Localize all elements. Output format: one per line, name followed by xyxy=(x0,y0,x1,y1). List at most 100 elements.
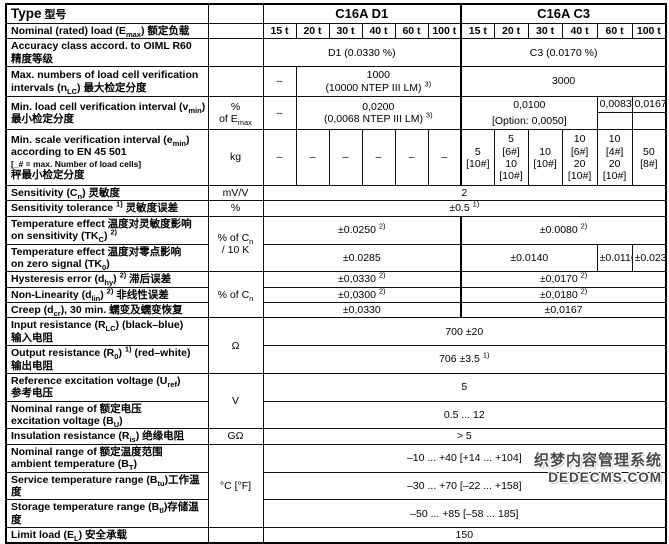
nlc-label: Max. numbers of load cell verification in… xyxy=(5,66,209,98)
load-header-c3-30t: 30 t xyxy=(527,22,563,40)
nlc-d1-value: 1000 (10000 NTEP III LM) 3) xyxy=(295,66,462,98)
vmin-unit: % of Emax xyxy=(207,96,264,131)
vmin-c3-60t-value: 0,0083 xyxy=(596,96,633,114)
row-sensitivity-tolerance: Sensitivity tolerance 1) 灵敏度误差 % ±0.5 1) xyxy=(5,200,667,217)
non-linearity-d1-value: ±0,0300 2) xyxy=(262,286,462,304)
nlc-c3-value: 3000 xyxy=(460,66,667,98)
voltage-unit: V xyxy=(207,372,264,430)
cn-unit: % of Cn xyxy=(207,271,264,319)
row-type: Type 型号 C16A D1 C16A C3 xyxy=(5,3,667,24)
load-header-c3-40t: 40 t xyxy=(561,22,598,40)
vmin-label: Min. load cell verification interval (vm… xyxy=(5,96,209,131)
btu-label: Service temperature range (Btu)工作温度 xyxy=(5,471,209,501)
section-header-d1: C16A D1 xyxy=(262,3,462,24)
sensitivity-tolerance-value: ±0.5 1) xyxy=(262,200,667,217)
insulation-value: > 5 xyxy=(262,428,667,445)
tk0-d1-value: ±0.0285 xyxy=(262,243,462,273)
btl-label: Storage temperature range (Btl)存储温度 xyxy=(5,499,209,529)
bt-label: Nominal range of 额定温度范围 ambient temperatu… xyxy=(5,443,209,473)
insulation-label: Insulation resistance (Ris) 绝缘电阻 xyxy=(5,428,209,445)
type-label: Type 型号 xyxy=(5,3,209,24)
temperature-unit: °C [°F] xyxy=(207,443,264,529)
vmin-c3-main-value: 0,0100 xyxy=(460,96,598,113)
tk0-c3-60t-value: ±0.0116 xyxy=(596,243,633,273)
type-label-en: Type xyxy=(11,6,42,21)
emin-label: Min. scale verification interval (emin) a… xyxy=(5,129,209,187)
sensitivity-label: Sensitivity (Cn) 灵敏度 xyxy=(5,185,209,202)
non-linearity-c3-value: ±0,0180 2) xyxy=(460,286,667,304)
resistance-unit: Ω xyxy=(207,317,264,374)
emin-label-cn: 秤最小检定分度 xyxy=(11,168,85,181)
emin-label-note: [_# = max. Number of load cells] xyxy=(11,158,142,169)
row-vmin: Min. load cell verification interval (vm… xyxy=(5,96,667,131)
row-uref: Reference excitation voltage (Uref) 参考电压 … xyxy=(5,372,667,430)
tk0-c3-main-value: ±0.0140 xyxy=(460,243,598,273)
vmin-d1-15t-value: – xyxy=(262,96,297,131)
row-tk0: Temperature effect 温度对零点影响 on zero signal… xyxy=(5,243,667,273)
row-sensitivity: Sensitivity (Cn) 灵敏度 mV/V 2 xyxy=(5,185,667,202)
emin-d1-value: – xyxy=(394,129,429,187)
nlc-d1-15t-value: – xyxy=(262,66,297,98)
type-label-cn: 型号 xyxy=(44,9,67,21)
vmin-c3-100t-empty xyxy=(631,112,667,131)
row-btl: Storage temperature range (Btl)存储温度 –50 … xyxy=(5,499,667,529)
load-header-d1-60t: 60 t xyxy=(394,22,429,40)
emin-unit: kg xyxy=(207,129,264,187)
tkc-label: Temperature effect 温度对灵敏度影响 on sensitivit… xyxy=(5,215,209,245)
row-creep: Creep (dcr), 30 min. 蠕变及蠕变恢复 ±0,0330 ±0,… xyxy=(5,302,667,319)
hysteresis-label: Hysteresis error (dhy) 2) 滞后误差 xyxy=(5,271,209,288)
non-linearity-label: Non-Linearity (dlin) 2) 非线性误差 xyxy=(5,286,209,304)
row-limit-load: Limit load (EL) 安全承载 150 xyxy=(5,527,667,544)
bt-value: –10 ... +40 [+14 ... +104] xyxy=(262,443,667,473)
emin-d1-value: – xyxy=(328,129,363,187)
input-resistance-value: 700 ±20 xyxy=(262,317,667,347)
emin-c3-40t-value: 10 [6#] 20 [10#] xyxy=(561,129,598,187)
sensitivity-value: 2 xyxy=(262,185,667,202)
row-nlc: Max. numbers of load cell verification in… xyxy=(5,66,667,98)
vmin-c3-option-value: [Option: 0,0050] xyxy=(460,112,598,131)
creep-label: Creep (dcr), 30 min. 蠕变及蠕变恢复 xyxy=(5,302,209,319)
uref-label: Reference excitation voltage (Uref) 参考电压 xyxy=(5,372,209,402)
accuracy-d1-value: D1 (0.0330 %) xyxy=(262,38,462,68)
dedecms-watermark: 织梦内容管理系统 DEDECMS.COM xyxy=(534,449,662,485)
tkc-c3-value: ±0.0080 2) xyxy=(460,215,667,245)
load-header-c3-60t: 60 t xyxy=(596,22,633,40)
load-header-d1-30t: 30 t xyxy=(328,22,363,40)
watermark-line-2: DEDECMS.COM xyxy=(548,470,662,485)
row-output-resistance: Output resistance (R0) 1) (red–white) 输出电… xyxy=(5,345,667,374)
load-header-d1-100t: 100 t xyxy=(427,22,462,40)
unit-cell xyxy=(207,527,264,544)
emin-d1-value: – xyxy=(361,129,396,187)
emin-c3-100t-value: 50 [8#] xyxy=(631,129,667,187)
unit-cell xyxy=(207,22,264,40)
creep-d1-value: ±0,0330 xyxy=(262,302,462,319)
accuracy-c3-value: C3 (0.0170 %) xyxy=(460,38,667,68)
output-resistance-value: 706 ±3.5 1) xyxy=(262,345,667,374)
limit-load-value: 150 xyxy=(262,527,667,544)
row-accuracy: Accuracy class accord. to OIML R60 精度等级 D… xyxy=(5,38,667,68)
row-emin: Min. scale verification interval (emin) a… xyxy=(5,129,667,187)
emin-c3-30t-value: 10 [10#] xyxy=(527,129,563,187)
sensitivity-unit: mV/V xyxy=(207,185,264,202)
vmin-d1-value: 0,0200 (0,0068 NTEP III LM) 3) xyxy=(295,96,462,131)
row-non-linearity: Non-Linearity (dlin) 2) 非线性误差 ±0,0300 2)… xyxy=(5,286,667,304)
tkc-d1-value: ±0.0250 2) xyxy=(262,215,462,245)
emin-c3-60t-value: 10 [4#] 20 [10#] xyxy=(596,129,633,187)
limit-load-label: Limit load (EL) 安全承载 xyxy=(5,527,209,544)
hysteresis-c3-value: ±0,0170 2) xyxy=(460,271,667,288)
row-hysteresis: Hysteresis error (dhy) 2) 滞后误差 % of Cn ±… xyxy=(5,271,667,319)
vmin-c3-100t-value: 0,0167 xyxy=(631,96,667,114)
watermark-line-1: 织梦内容管理系统 xyxy=(533,452,662,469)
bu-value: 0.5 ... 12 xyxy=(262,400,667,430)
emin-d1-value: – xyxy=(262,129,297,187)
tk0-c3-100t-value: ±0.0234 xyxy=(631,243,667,273)
row-input-resistance: Input resistance (RLC) (black–blue) 输入电阻 … xyxy=(5,317,667,374)
load-header-d1-40t: 40 t xyxy=(361,22,396,40)
sensitivity-tolerance-unit: % xyxy=(207,200,264,217)
unit-cell xyxy=(207,66,264,98)
emin-d1-value: – xyxy=(427,129,462,187)
emin-d1-value: – xyxy=(295,129,330,187)
emin-label-en: Min. scale verification interval (emin) a… xyxy=(11,134,190,159)
row-bu: Nominal range of 额定电压 excitation voltage … xyxy=(5,400,667,430)
row-nominal-load: Nominal (rated) load (Emax) 额定负载 15 t 20… xyxy=(5,22,667,40)
